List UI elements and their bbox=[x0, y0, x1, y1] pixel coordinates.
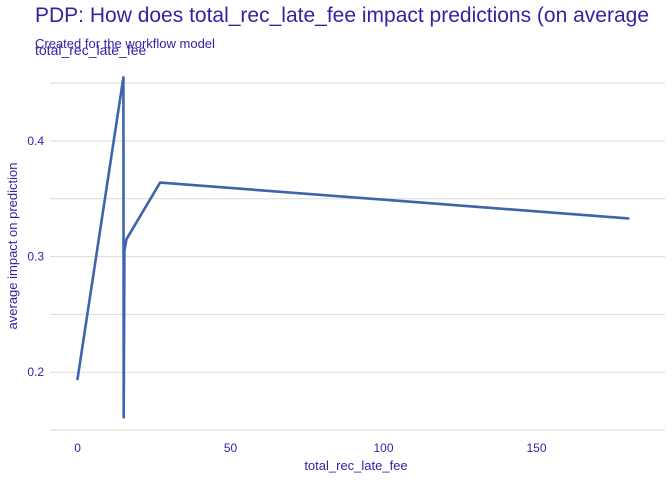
chart-subtitle: Created for the workflow model bbox=[35, 36, 215, 51]
y-axis-ticks: 0.2 0.3 0.4 bbox=[27, 134, 44, 379]
x-axis-ticks: 0 50 100 150 bbox=[74, 441, 547, 455]
y-tick-label: 0.3 bbox=[27, 250, 44, 264]
x-tick-label: 0 bbox=[74, 441, 81, 455]
x-tick-label: 100 bbox=[373, 441, 393, 455]
chart-title: PDP: How does total_rec_late_fee impact … bbox=[35, 4, 650, 27]
facet-label: total_rec_late_fee bbox=[35, 42, 147, 58]
y-axis-title: average impact on prediction bbox=[5, 163, 20, 330]
series-lines bbox=[76, 76, 630, 419]
pdp-series-line bbox=[76, 76, 630, 419]
x-tick-label: 150 bbox=[526, 441, 546, 455]
y-tick-label: 0.2 bbox=[27, 365, 44, 379]
x-tick-label: 50 bbox=[224, 441, 238, 455]
y-gridlines bbox=[50, 82, 665, 431]
x-axis-title: total_rec_late_fee bbox=[304, 458, 407, 473]
y-tick-label: 0.4 bbox=[27, 134, 44, 148]
